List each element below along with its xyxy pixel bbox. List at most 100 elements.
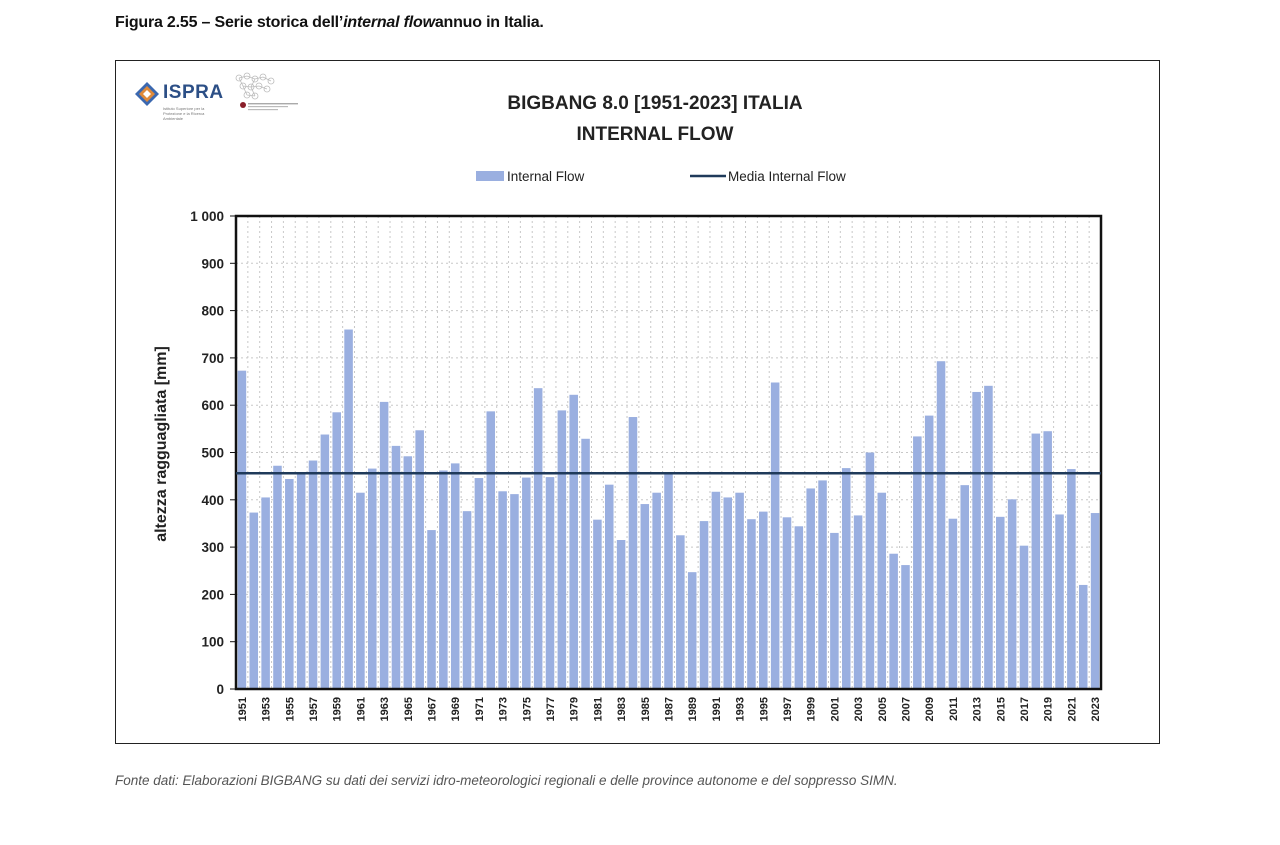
y-tick-label: 400 <box>201 493 224 508</box>
bar-1964 <box>391 445 401 689</box>
bar-1999 <box>806 488 815 689</box>
x-tick-label: 1981 <box>592 697 604 721</box>
x-tick-label: 1973 <box>498 697 510 721</box>
bar-1967 <box>427 530 436 689</box>
bar-1961 <box>356 492 365 689</box>
bar-1969 <box>450 463 460 689</box>
x-tick-label: 2017 <box>1019 697 1031 721</box>
bar-1973 <box>498 491 507 689</box>
x-tick-label: 1955 <box>284 697 296 721</box>
bar-1952 <box>249 512 259 689</box>
x-tick-label: 2009 <box>924 697 936 721</box>
x-tick-label: 1979 <box>569 697 581 721</box>
plot-area <box>234 214 1103 691</box>
x-tick-label: 1959 <box>332 697 344 721</box>
bar-1987 <box>664 472 673 689</box>
bar-1971 <box>474 478 484 689</box>
bar-1996 <box>770 382 780 689</box>
bar-1972 <box>486 411 496 689</box>
x-tick-label: 1975 <box>521 697 533 721</box>
bar-2007 <box>901 565 910 689</box>
bar-2018 <box>1031 433 1041 689</box>
legend-bar-label: Internal Flow <box>507 169 585 184</box>
y-tick-label: 1 000 <box>190 209 224 224</box>
bar-1960 <box>344 329 353 689</box>
bar-2012 <box>960 485 969 689</box>
ispra-wordmark: ISPRA <box>163 82 224 103</box>
x-tick-label: 1991 <box>711 697 723 721</box>
bar-1955 <box>285 478 294 689</box>
network-logo-icon <box>235 72 298 111</box>
x-tick-label: 2015 <box>995 697 1007 721</box>
bar-1963 <box>379 401 389 689</box>
bar-1958 <box>320 434 330 689</box>
x-tick-label: 2013 <box>972 697 984 721</box>
network-logo <box>233 72 303 122</box>
bar-2010 <box>936 361 946 689</box>
ispra-logo: ISPRA Istituto Superiore per la Protezio… <box>133 80 223 121</box>
x-tick-label: 2023 <box>1090 697 1102 721</box>
bar-2019 <box>1043 431 1052 689</box>
y-tick-label: 200 <box>201 587 224 602</box>
x-tick-label: 1985 <box>640 697 652 721</box>
bar-2017 <box>1019 545 1029 689</box>
x-tick-label: 1971 <box>474 697 486 721</box>
bar-2021 <box>1067 469 1076 689</box>
bar-2002 <box>841 468 851 689</box>
x-tick-label: 2011 <box>948 697 960 721</box>
bars <box>237 329 1100 689</box>
bar-2022 <box>1078 584 1088 689</box>
x-ticks: 1951 1953 1955 1957 1959 1961 1963 1965 1967 1969… <box>237 697 1102 721</box>
y-tick-label: 800 <box>201 304 224 319</box>
x-tick-label: 1965 <box>403 697 415 721</box>
y-axis-label: altezza ragguagliata [mm] <box>153 346 170 542</box>
bar-2000 <box>818 480 827 689</box>
y-tick-label: 300 <box>201 540 224 555</box>
x-tick-label: 2019 <box>1043 697 1055 721</box>
x-tick-label: 1977 <box>545 697 557 721</box>
bar-1970 <box>462 511 472 689</box>
legend-line-label: Media Internal Flow <box>728 169 846 184</box>
gridlines <box>236 215 1101 689</box>
bar-1977 <box>545 477 555 689</box>
bar-2008 <box>913 436 922 689</box>
x-tick-label: 1967 <box>427 697 439 721</box>
x-tick-label: 1957 <box>308 697 320 721</box>
x-tick-label: 1999 <box>806 697 818 721</box>
bar-1966 <box>415 430 424 689</box>
chart-frame <box>115 60 1160 744</box>
bar-1979 <box>569 394 578 689</box>
bar-1985 <box>640 504 650 689</box>
bar-2015 <box>996 516 1005 689</box>
bar-2003 <box>853 515 863 689</box>
x-tick-label: 1963 <box>379 697 391 721</box>
y-tick-label: 500 <box>201 446 224 461</box>
bar-1976 <box>533 388 543 689</box>
caption-prefix: Figura 2.55 – Serie storica dell’ <box>115 14 344 31</box>
bar-1984 <box>628 417 638 689</box>
bar-1986 <box>652 492 661 689</box>
legend-bar-swatch <box>476 171 504 181</box>
bar-1962 <box>368 468 377 689</box>
source-note: Fonte dati: Elaborazioni BIGBANG su dati… <box>115 773 898 788</box>
bar-1994 <box>747 519 756 689</box>
x-tick-label: 2001 <box>829 697 841 721</box>
bar-2016 <box>1007 499 1017 689</box>
bar-1995 <box>759 511 768 689</box>
bar-1953 <box>261 497 270 689</box>
x-tick-label: 1995 <box>758 697 770 721</box>
y-tick-label: 600 <box>201 398 224 413</box>
x-tick-label: 1989 <box>687 697 699 721</box>
bar-2004 <box>865 452 875 689</box>
bar-1957 <box>308 460 318 689</box>
x-tick-label: 1953 <box>261 697 273 721</box>
x-tick-label: 1983 <box>616 697 628 721</box>
bar-1981 <box>593 519 602 689</box>
bar-2020 <box>1055 514 1064 689</box>
ispra-mark-icon <box>135 82 159 106</box>
bar-1959 <box>332 412 341 689</box>
bar-2005 <box>877 492 887 689</box>
figure-caption: Figura 2.55 – Serie storica dell’interna… <box>115 14 544 32</box>
caption-suffix: annuo in Italia. <box>434 14 544 31</box>
